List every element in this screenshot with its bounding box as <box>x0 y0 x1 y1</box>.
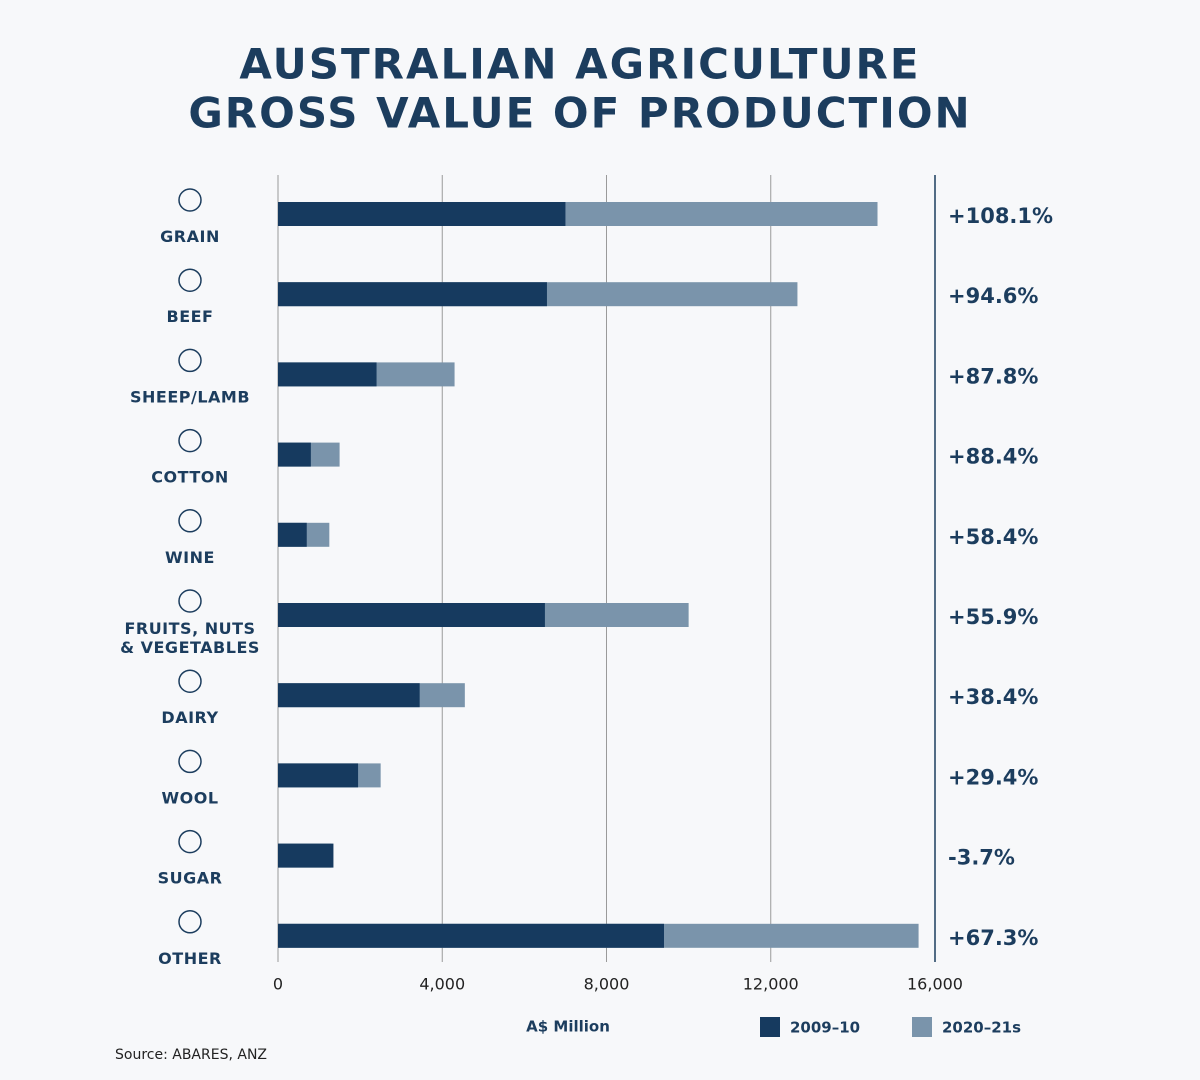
icon <box>178 509 202 533</box>
icon <box>178 829 202 854</box>
icon <box>178 428 202 453</box>
bar <box>278 603 545 627</box>
icon <box>178 749 202 774</box>
category-label: WOOL <box>161 788 218 807</box>
x-tick-label: 4,000 <box>419 975 465 994</box>
change-label: +55.9% <box>948 605 1038 629</box>
source: Source: ABARES, ANZ <box>115 1047 267 1063</box>
change-label: +94.6% <box>948 284 1038 308</box>
change-label: +88.4% <box>948 445 1038 469</box>
bar <box>278 442 311 467</box>
change-label: +67.3% <box>948 926 1038 950</box>
category-label: WINE <box>165 547 215 566</box>
bar <box>278 522 307 547</box>
category-label: BEEF <box>167 307 214 326</box>
bar <box>278 923 664 948</box>
x-tick-label: 8,000 <box>584 975 630 994</box>
icon <box>178 669 202 693</box>
bar <box>278 362 377 387</box>
change-label: +58.4% <box>948 525 1038 549</box>
chart-title: GROSS VALUE OF PRODUCTION <box>188 89 971 138</box>
icon <box>178 188 202 212</box>
category-label: SHEEP/LAMB <box>130 387 250 406</box>
change-label: +38.4% <box>948 685 1038 709</box>
change-label: +29.4% <box>948 765 1038 789</box>
chart-title: AUSTRALIAN AGRICULTURE <box>239 40 920 89</box>
category-label: GRAIN <box>160 227 220 246</box>
legend-label: 2020–21s <box>942 1019 1021 1037</box>
icon <box>178 589 202 613</box>
icon <box>178 348 202 373</box>
category-label: SUGAR <box>158 868 223 887</box>
legend-label: 2009–10 <box>790 1019 860 1037</box>
legend-swatch <box>912 1017 932 1037</box>
category-label: DAIRY <box>161 708 218 727</box>
legend-swatch <box>760 1017 780 1037</box>
x-tick-label: 16,000 <box>907 975 963 994</box>
category-label: COTTON <box>151 467 229 486</box>
icon <box>178 268 202 292</box>
x-tick-label: 12,000 <box>743 975 799 994</box>
change-label: +87.8% <box>948 364 1038 388</box>
category-label: FRUITS, NUTS & VEGETABLES <box>120 619 260 657</box>
change-label: -3.7% <box>948 846 1015 870</box>
bar <box>278 683 420 708</box>
x-tick-label: 0 <box>273 975 283 994</box>
bar <box>278 202 566 226</box>
bar <box>278 843 334 868</box>
x-axis-label: A$ Million <box>526 1018 610 1036</box>
bar <box>278 282 547 307</box>
bar <box>278 763 359 788</box>
category-label: OTHER <box>158 948 222 967</box>
change-label: +108.1% <box>948 204 1053 228</box>
icon <box>178 910 202 934</box>
